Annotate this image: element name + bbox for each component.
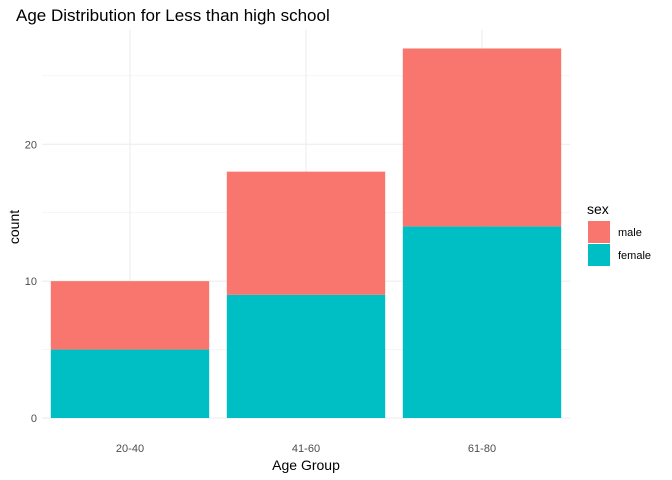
bar-male-61-80 (402, 48, 562, 227)
x-tick-label: 41-60 (292, 443, 320, 455)
legend-title: sex (587, 201, 609, 217)
bars (50, 48, 562, 418)
legend-label-male: male (618, 227, 642, 239)
y-tick-label: 0 (31, 413, 37, 425)
legend: sex male female (587, 201, 651, 266)
legend-label-female: female (618, 250, 651, 262)
y-axis-title: count (6, 210, 22, 244)
chart-title: Age Distribution for Less than high scho… (16, 6, 330, 25)
bar-female-41-60 (226, 294, 386, 418)
x-tick-label: 20-40 (116, 443, 144, 455)
x-tick-label: 61-80 (468, 443, 496, 455)
x-axis-ticks: 20-40 41-60 61-80 (116, 443, 496, 455)
x-axis-title: Age Group (272, 457, 340, 473)
bar-female-20-40 (50, 349, 210, 418)
y-tick-label: 10 (25, 276, 37, 288)
legend-key-female (588, 244, 610, 266)
y-axis-ticks: 0 10 20 (25, 139, 37, 425)
bar-male-20-40 (50, 281, 210, 350)
y-tick-label: 20 (25, 139, 37, 151)
bar-female-61-80 (402, 226, 562, 418)
bar-male-41-60 (226, 171, 386, 295)
legend-key-male (588, 221, 610, 243)
